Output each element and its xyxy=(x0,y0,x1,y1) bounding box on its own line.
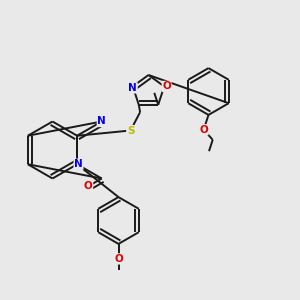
Text: N: N xyxy=(74,159,83,169)
Text: O: O xyxy=(84,181,93,191)
Text: O: O xyxy=(114,254,123,264)
Text: N: N xyxy=(97,116,106,127)
Text: O: O xyxy=(199,125,208,135)
Text: N: N xyxy=(128,83,137,93)
Text: O: O xyxy=(162,81,171,92)
Text: S: S xyxy=(127,125,134,136)
